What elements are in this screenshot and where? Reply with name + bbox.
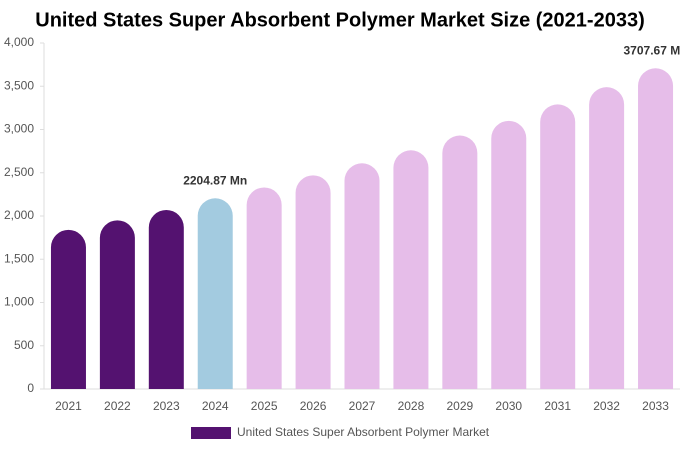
x-tick-label: 2032	[593, 399, 620, 413]
bar	[393, 150, 429, 389]
bar	[246, 187, 282, 389]
bar	[148, 209, 184, 389]
y-tick-label: 3,500	[4, 78, 34, 92]
legend-label: United States Super Absorbent Polymer Ma…	[237, 425, 490, 439]
bar	[295, 175, 331, 389]
x-tick-label: 2027	[349, 399, 376, 413]
x-tick-label: 2030	[495, 399, 522, 413]
bar	[50, 229, 86, 389]
x-tick-label: 2025	[251, 399, 278, 413]
y-tick-label: 500	[14, 338, 34, 352]
bar	[491, 120, 527, 389]
data-label: 3707.67 Mn	[624, 43, 680, 57]
data-label: 2204.87 Mn	[183, 173, 247, 187]
y-tick-label: 2,500	[4, 165, 34, 179]
x-tick-label: 2031	[544, 399, 571, 413]
y-tick-label: 4,000	[4, 35, 34, 49]
x-tick-label: 2028	[398, 399, 425, 413]
x-tick-label: 2021	[55, 399, 82, 413]
x-tick-label: 2024	[202, 399, 229, 413]
y-tick-label: 1,500	[4, 251, 34, 265]
bar	[99, 220, 135, 389]
legend-swatch	[191, 427, 231, 439]
bar	[540, 104, 576, 389]
bar	[442, 135, 478, 389]
y-tick-label: 0	[27, 381, 34, 395]
bar	[589, 87, 625, 390]
bar	[344, 163, 380, 389]
x-tick-label: 2033	[642, 399, 669, 413]
chart-title: United States Super Absorbent Polymer Ma…	[35, 9, 644, 31]
y-tick-label: 1,000	[4, 295, 34, 309]
bar	[197, 198, 233, 389]
x-tick-label: 2022	[104, 399, 131, 413]
bar	[638, 68, 674, 389]
x-tick-label: 2026	[300, 399, 327, 413]
y-tick-label: 3,000	[4, 122, 34, 136]
y-tick-label: 2,000	[4, 208, 34, 222]
x-tick-label: 2023	[153, 399, 180, 413]
x-tick-label: 2029	[446, 399, 473, 413]
